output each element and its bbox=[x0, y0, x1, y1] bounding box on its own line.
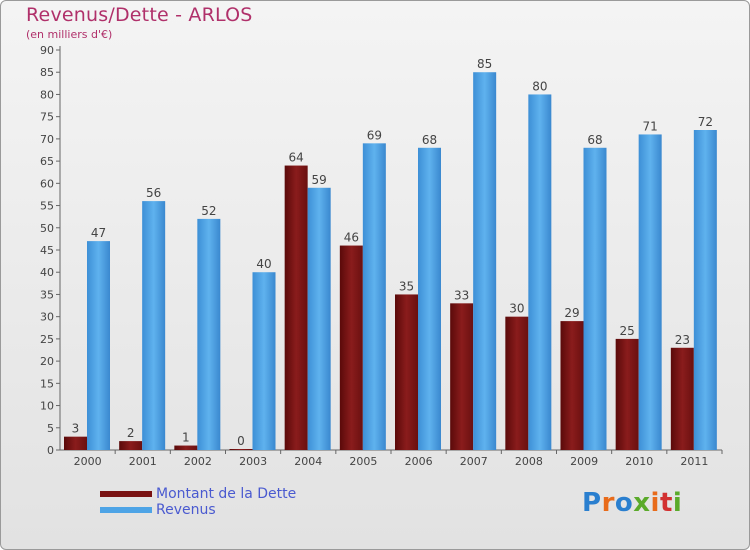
debt-bar bbox=[505, 316, 529, 450]
debt-value-label: 30 bbox=[509, 302, 524, 316]
y-tick-label: 30 bbox=[40, 311, 54, 324]
y-tick-label: 90 bbox=[40, 44, 54, 57]
debt-value-label: 25 bbox=[620, 324, 635, 338]
revenue-value-label: 85 bbox=[477, 57, 492, 71]
revenue-value-label: 47 bbox=[91, 226, 106, 240]
revenue-bar bbox=[252, 272, 276, 450]
logo-letter: i bbox=[672, 488, 683, 518]
revenue-bar bbox=[693, 130, 717, 450]
debt-bar bbox=[64, 436, 87, 450]
debt-bar bbox=[174, 445, 198, 450]
debt-bar bbox=[670, 347, 694, 450]
debt-bar bbox=[450, 303, 474, 450]
debt-bar bbox=[395, 294, 418, 450]
revenue-value-label: 56 bbox=[146, 186, 161, 200]
x-tick-label: 2000 bbox=[74, 455, 102, 468]
revenue-value-label: 59 bbox=[312, 173, 327, 187]
y-tick-label: 0 bbox=[47, 444, 54, 457]
debt-value-label: 46 bbox=[344, 231, 359, 245]
debt-value-label: 2 bbox=[127, 426, 135, 440]
revenue-bar bbox=[473, 72, 497, 450]
y-tick-label: 85 bbox=[40, 66, 54, 79]
revenue-bar bbox=[583, 147, 607, 450]
logo-letter: o bbox=[614, 488, 634, 518]
legend-label-revenue: Revenus bbox=[156, 502, 216, 518]
x-tick-label: 2001 bbox=[129, 455, 157, 468]
debt-value-label: 23 bbox=[675, 333, 690, 347]
debt-bar bbox=[560, 321, 584, 450]
revenue-bar bbox=[638, 134, 662, 450]
x-tick-label: 2006 bbox=[405, 455, 433, 468]
debt-value-label: 33 bbox=[454, 288, 469, 302]
debt-value-label: 35 bbox=[399, 279, 414, 293]
legend-item-revenue: Revenus bbox=[100, 502, 296, 518]
revenue-value-label: 80 bbox=[532, 79, 547, 93]
revenue-bar bbox=[197, 218, 221, 450]
revenue-bar bbox=[307, 187, 331, 450]
revenue-value-label: 72 bbox=[698, 115, 713, 129]
legend-label-debt: Montant de la Dette bbox=[156, 486, 297, 502]
revenue-bar bbox=[142, 201, 166, 450]
logo-letter: P bbox=[582, 488, 602, 518]
y-tick-label: 40 bbox=[40, 266, 54, 279]
revenue-value-label: 69 bbox=[367, 128, 382, 142]
legend-swatch-revenue bbox=[100, 507, 152, 513]
x-tick-label: 2004 bbox=[294, 455, 322, 468]
y-tick-label: 5 bbox=[47, 422, 54, 435]
y-tick-label: 55 bbox=[40, 200, 54, 213]
y-tick-label: 35 bbox=[40, 288, 54, 301]
chart-subtitle: (en milliers d'€) bbox=[26, 28, 113, 41]
legend-item-debt: Montant de la Dette bbox=[100, 486, 296, 502]
x-tick-label: 2009 bbox=[570, 455, 598, 468]
y-tick-label: 75 bbox=[40, 111, 54, 124]
y-tick-label: 10 bbox=[40, 400, 54, 413]
x-tick-label: 2003 bbox=[239, 455, 267, 468]
revenue-bar bbox=[528, 94, 552, 450]
debt-value-label: 3 bbox=[72, 422, 80, 436]
revenue-value-label: 52 bbox=[201, 204, 216, 218]
y-tick-label: 80 bbox=[40, 88, 54, 101]
debt-bar bbox=[284, 165, 308, 451]
logo-letter: i bbox=[650, 488, 660, 518]
revenue-bar bbox=[87, 241, 110, 450]
y-tick-label: 45 bbox=[40, 244, 54, 257]
revenue-value-label: 40 bbox=[256, 257, 271, 271]
debt-bar bbox=[339, 245, 363, 450]
y-tick-label: 50 bbox=[40, 222, 54, 235]
revenue-value-label: 68 bbox=[422, 133, 437, 147]
logo-letter: x bbox=[633, 488, 651, 518]
y-tick-label: 70 bbox=[40, 133, 54, 146]
debt-bar bbox=[119, 441, 143, 450]
chart-title: Revenus/Dette - ARLOS bbox=[26, 4, 253, 26]
x-tick-label: 2007 bbox=[460, 455, 488, 468]
y-tick-label: 65 bbox=[40, 155, 54, 168]
debt-value-label: 0 bbox=[237, 434, 245, 448]
revenue-bar bbox=[418, 147, 441, 450]
x-tick-label: 2005 bbox=[349, 455, 377, 468]
y-tick-label: 60 bbox=[40, 177, 54, 190]
legend-swatch-debt bbox=[100, 491, 152, 497]
x-tick-label: 2010 bbox=[625, 455, 653, 468]
revenue-bar bbox=[362, 143, 386, 451]
y-tick-label: 25 bbox=[40, 333, 54, 346]
y-tick-label: 20 bbox=[40, 355, 54, 368]
revenue-value-label: 68 bbox=[587, 133, 602, 147]
logo-letter: r bbox=[601, 488, 615, 518]
legend: Montant de la Dette Revenus bbox=[100, 486, 296, 518]
proxiti-logo: Proxiti bbox=[582, 488, 682, 518]
logo-letter: t bbox=[659, 488, 673, 518]
debt-value-label: 64 bbox=[289, 151, 304, 165]
x-tick-label: 2011 bbox=[680, 455, 708, 468]
debt-bar bbox=[615, 338, 639, 450]
x-tick-label: 2008 bbox=[515, 455, 543, 468]
y-tick-label: 15 bbox=[40, 377, 54, 390]
debt-value-label: 29 bbox=[564, 306, 579, 320]
x-tick-label: 2002 bbox=[184, 455, 212, 468]
revenue-value-label: 71 bbox=[643, 119, 658, 133]
debt-value-label: 1 bbox=[182, 431, 190, 445]
debt-bar bbox=[229, 449, 253, 450]
